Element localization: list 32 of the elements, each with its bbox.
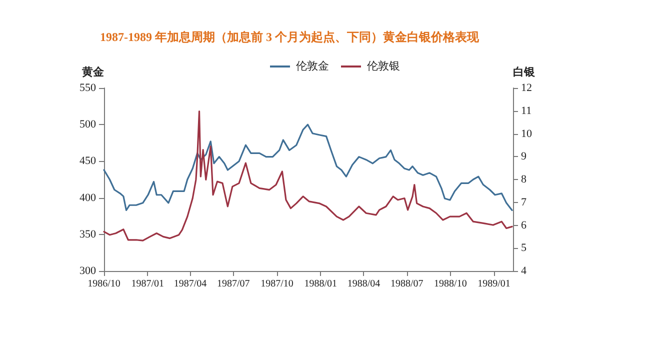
y-tick-label: 350 — [80, 228, 96, 240]
x-tick-label: 1988/04 — [347, 278, 380, 290]
x-tick-label: 1987/01 — [131, 278, 164, 290]
line-series — [103, 124, 513, 212]
x-tick-label: 1986/10 — [88, 278, 120, 290]
y-tick-label: 500 — [80, 118, 96, 131]
y-tick-label: 300 — [80, 265, 96, 277]
y2-tick-label: 9 — [521, 150, 527, 163]
x-tick-label: 1987/10 — [260, 278, 294, 290]
y-tick-label: 400 — [80, 192, 96, 204]
y2-tick-label: 8 — [521, 174, 527, 186]
y2-tick-label: 12 — [521, 82, 532, 94]
legend-label: 伦敦金 — [296, 60, 329, 72]
y2-tick-label: 6 — [521, 219, 527, 232]
y2-tick-label: 4 — [521, 265, 527, 277]
x-tick-label: 1987/04 — [174, 278, 207, 290]
line-series — [103, 110, 513, 242]
x-tick-label: 1987/07 — [216, 278, 250, 290]
y2-tick-label: 7 — [521, 196, 527, 208]
y2-axis-title: 白银 — [513, 66, 536, 78]
x-tick-label: 1988/07 — [390, 278, 424, 290]
y2-tick-label: 10 — [521, 128, 532, 140]
chart-title: 1987-1989 年加息周期（加息前 3 个月为起点、下同）黄金白银价格表现 — [100, 30, 480, 44]
x-tick-label: 1989/01 — [478, 278, 510, 290]
y-tick-label: 450 — [80, 155, 96, 168]
x-tick-label: 1988/01 — [304, 278, 337, 290]
y-tick-label: 550 — [80, 82, 96, 94]
y2-tick-label: 5 — [521, 242, 527, 254]
x-tick-label: 1988/10 — [434, 278, 467, 290]
legend-label: 伦敦银 — [367, 60, 400, 72]
y-axis-title: 黄金 — [81, 66, 105, 78]
y2-tick-label: 11 — [521, 104, 532, 117]
